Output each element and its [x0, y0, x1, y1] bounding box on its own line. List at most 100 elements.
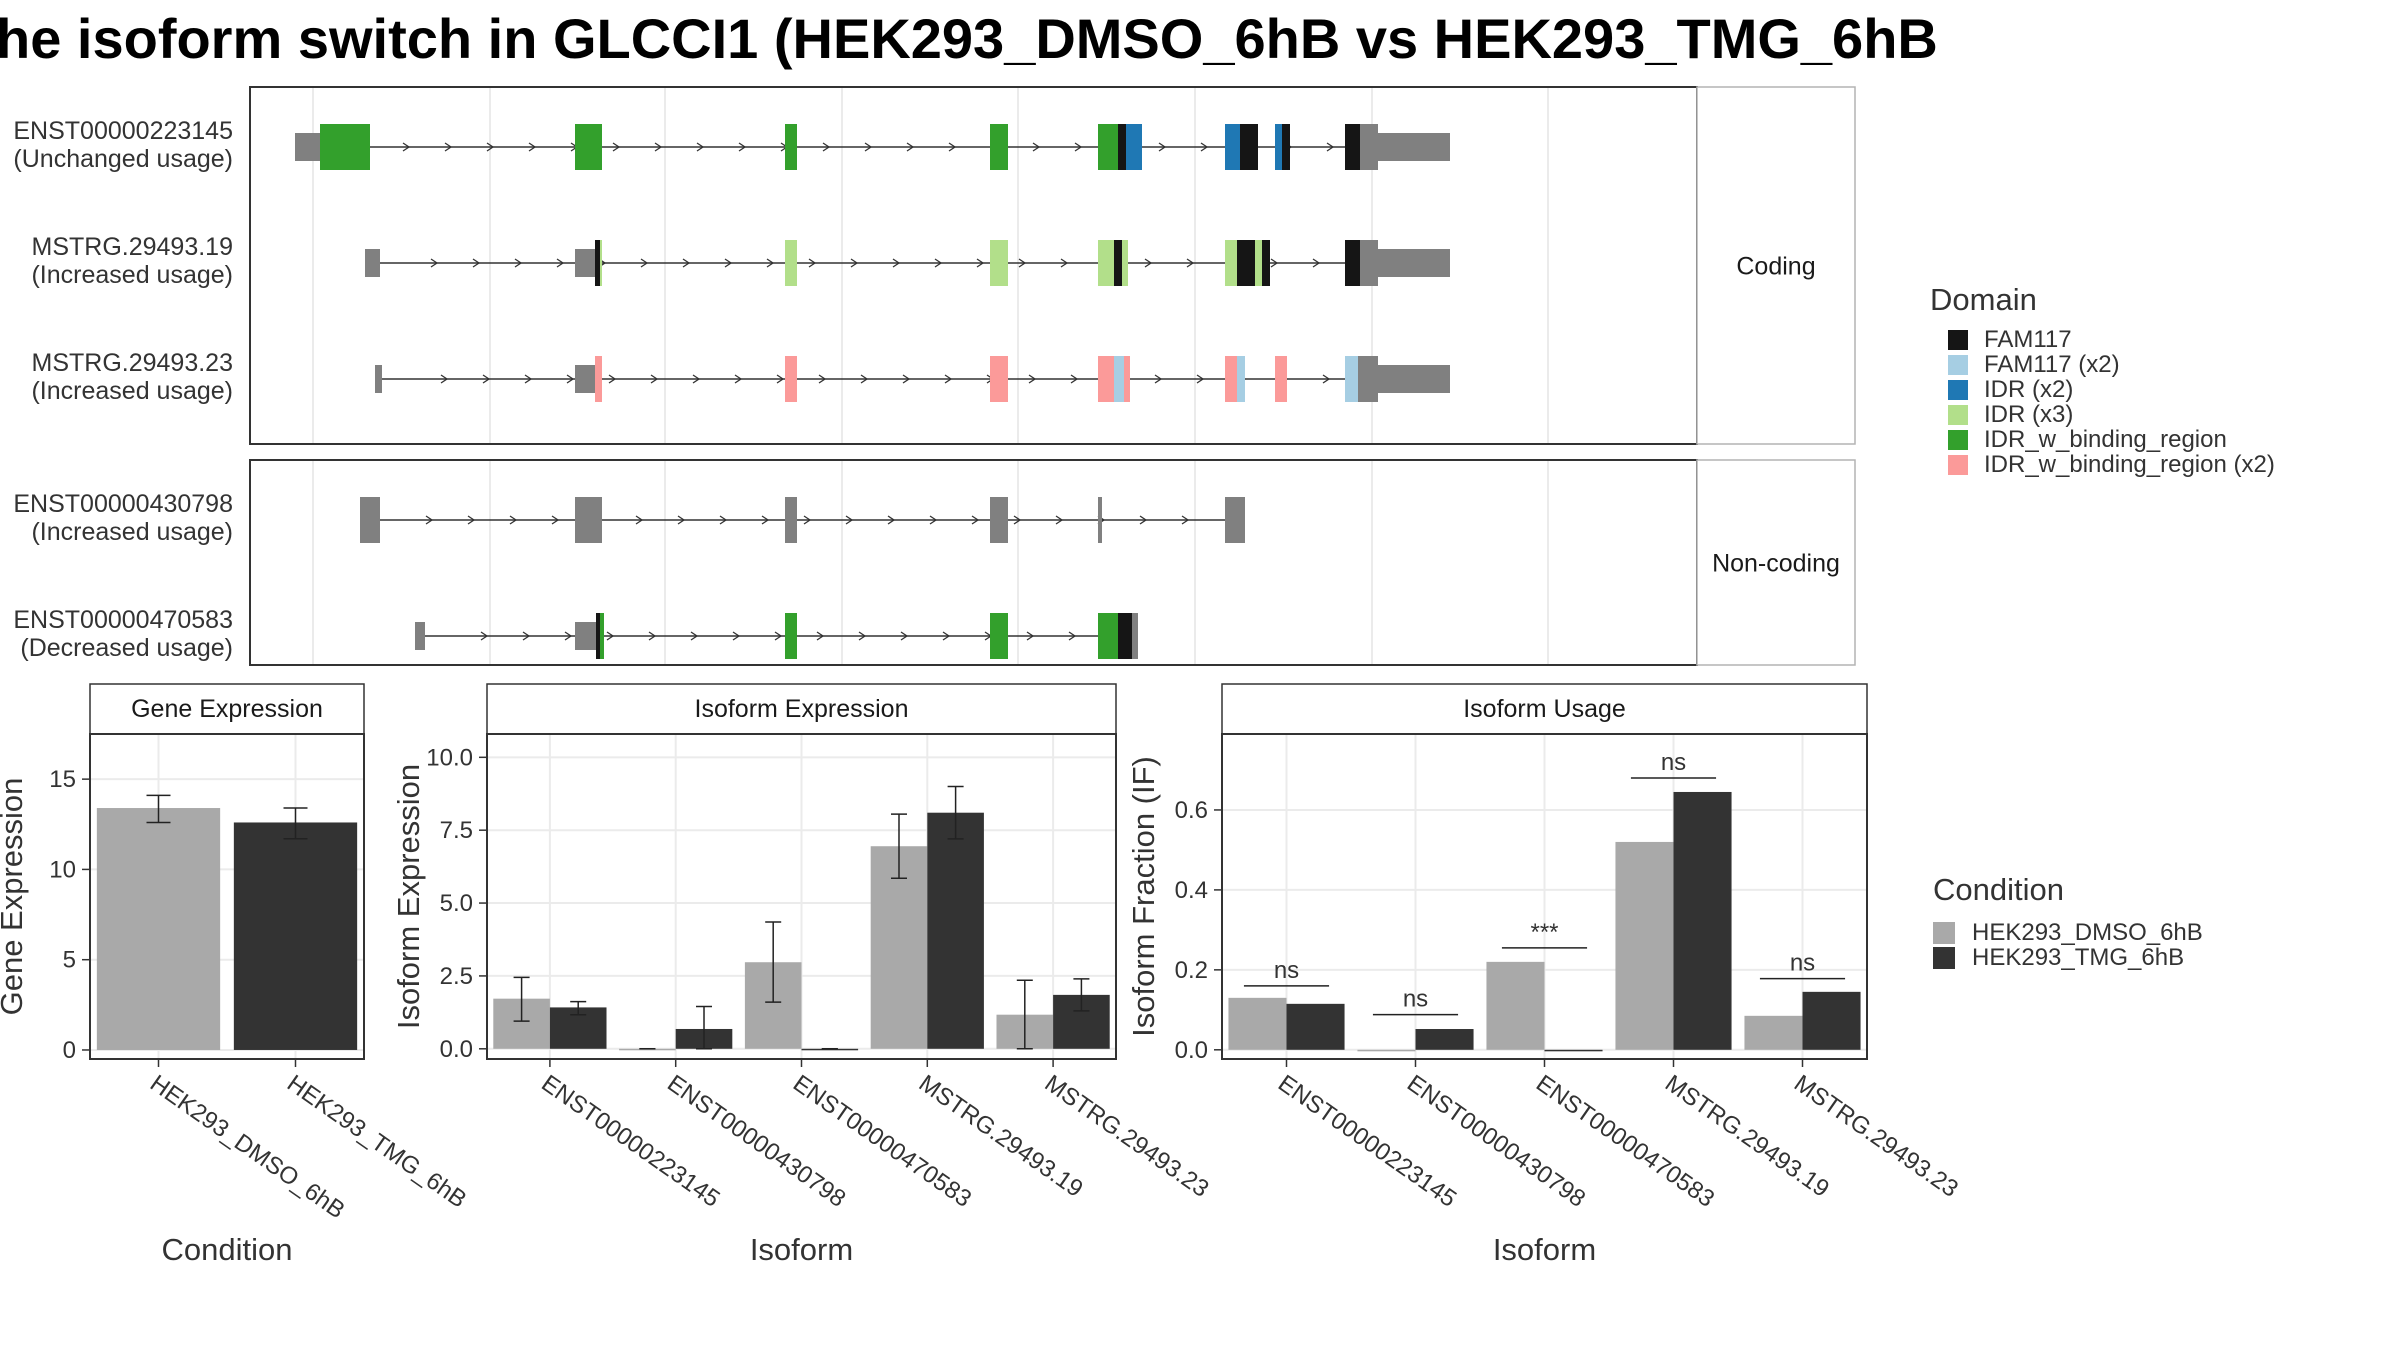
- facet-strip: [1696, 86, 1856, 445]
- strand-arrow: [606, 631, 615, 641]
- strand-arrow: [887, 515, 896, 525]
- exon-block: [360, 497, 380, 543]
- exon-block: [1225, 497, 1245, 543]
- panel-strip: [89, 683, 365, 735]
- facet-strip: [1696, 459, 1856, 666]
- track-label-line: (Increased usage): [31, 377, 233, 405]
- x-axis-title: Condition: [162, 1232, 293, 1267]
- bar: [870, 846, 928, 1049]
- strand-arrow: [902, 374, 911, 384]
- exon-block: [1378, 249, 1450, 277]
- y-tick-label: 0.0: [1175, 1037, 1208, 1064]
- y-tick-label: 0.2: [1175, 957, 1208, 984]
- strand-arrow: [971, 515, 980, 525]
- strand-arrow: [1026, 631, 1035, 641]
- track-label-line: MSTRG.29493.23: [32, 349, 234, 377]
- significance-label: ns: [1274, 957, 1299, 984]
- y-tick-label: 7.5: [440, 817, 473, 844]
- strand-arrow: [1270, 258, 1279, 268]
- strand-arrow: [948, 142, 957, 152]
- strand-arrow: [776, 374, 785, 384]
- bar: [1486, 961, 1545, 1050]
- exon-block: [575, 622, 596, 650]
- strand-arrow: [472, 258, 481, 268]
- strand-arrow: [467, 515, 476, 525]
- exon-block: [575, 497, 602, 543]
- exon-block: [575, 249, 595, 277]
- bar: [927, 812, 984, 1049]
- strand-arrow: [892, 258, 901, 268]
- legend-swatch: [1948, 455, 1968, 475]
- strand-arrow: [900, 631, 909, 641]
- strand-arrow: [1074, 142, 1083, 152]
- legend-entry: FAM117 (x2): [1984, 351, 2120, 378]
- exon-block: [785, 124, 797, 170]
- legend-swatch: [1948, 355, 1968, 375]
- track-label-line: (Increased usage): [31, 261, 233, 289]
- strand-arrow: [858, 631, 867, 641]
- exon-block: [785, 497, 797, 543]
- strand-arrow: [808, 258, 817, 268]
- strand-arrow: [1070, 374, 1079, 384]
- strand-arrow: [1154, 374, 1163, 384]
- strand-arrow: [860, 374, 869, 384]
- track-label: MSTRG.29493.19 (Increased usage): [31, 233, 233, 289]
- exon-block: [1378, 365, 1450, 393]
- strand-arrow: [1181, 515, 1190, 525]
- strand-arrow: [514, 258, 523, 268]
- significance-label: ns: [1790, 950, 1815, 977]
- strand-arrow: [635, 515, 644, 525]
- y-tick-label: 5.0: [440, 890, 473, 917]
- strand-arrow: [1322, 374, 1331, 384]
- y-tick-label: 5: [63, 947, 76, 974]
- exon-block: [990, 497, 1008, 543]
- strand-arrow: [482, 374, 491, 384]
- exon-block: [575, 365, 595, 393]
- strand-arrow: [696, 142, 705, 152]
- strand-arrow: [677, 515, 686, 525]
- exon-block: [1114, 240, 1122, 286]
- exon-block: [600, 240, 602, 286]
- strand-arrow: [766, 258, 775, 268]
- condition-legend-title: Condition: [1933, 872, 2064, 907]
- exon-block: [1132, 613, 1138, 659]
- track-label-line: (Increased usage): [31, 518, 233, 546]
- bar: [96, 808, 221, 1050]
- strand-arrow: [1196, 374, 1205, 384]
- strand-arrow: [944, 374, 953, 384]
- strand-arrow: [522, 631, 531, 641]
- strand-arrow: [612, 142, 621, 152]
- panel-strip: [1221, 683, 1868, 735]
- strand-arrow: [1326, 142, 1335, 152]
- significance-label: ns: [1403, 986, 1428, 1013]
- exon-block: [1225, 240, 1237, 286]
- exon-block: [295, 133, 320, 161]
- strand-arrow: [690, 631, 699, 641]
- strand-arrow: [732, 631, 741, 641]
- strand-arrow: [929, 515, 938, 525]
- strand-arrow: [734, 374, 743, 384]
- exon-block: [1098, 240, 1114, 286]
- bar: [1615, 841, 1674, 1050]
- strand-arrow: [864, 142, 873, 152]
- facet-strip-label: Non-coding: [1712, 550, 1840, 578]
- strand-arrow: [682, 258, 691, 268]
- exon-block: [595, 356, 602, 402]
- bar: [1544, 1049, 1603, 1052]
- strand-arrow: [724, 258, 733, 268]
- strand-arrow: [1060, 258, 1069, 268]
- panel-border: [249, 459, 1698, 666]
- legend-entry: IDR (x3): [1984, 401, 2073, 428]
- x-axis-title: Isoform: [1493, 1232, 1596, 1267]
- exon-block: [1255, 240, 1262, 286]
- gene-structure-panel: Coding Non-coding ENST00000223145 (Unchange…: [13, 86, 1856, 666]
- strand-arrow: [564, 631, 573, 641]
- strand-arrow: [551, 515, 560, 525]
- strand-arrow: [1200, 142, 1209, 152]
- bar: [1415, 1029, 1474, 1050]
- exon-block: [1098, 497, 1102, 543]
- exon-block: [595, 240, 600, 286]
- exon-block: [1282, 124, 1290, 170]
- strand-arrow: [509, 515, 518, 525]
